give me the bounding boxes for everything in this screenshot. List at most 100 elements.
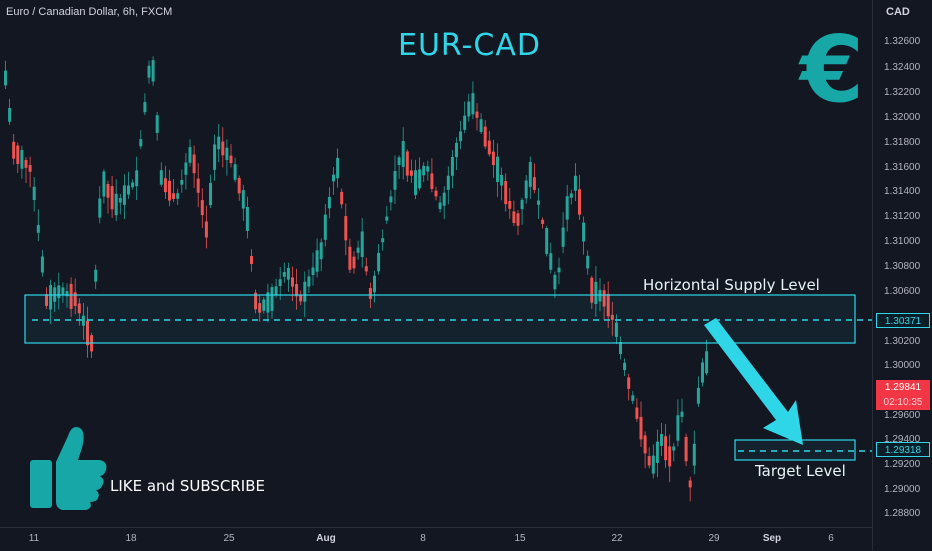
candle-body <box>471 93 475 115</box>
candle-body <box>614 322 618 337</box>
candle-body <box>434 190 438 197</box>
candle-body <box>582 222 586 242</box>
time-tick: 18 <box>125 533 137 544</box>
candle-body <box>532 177 536 190</box>
time-tick: 22 <box>611 533 623 544</box>
time-tick: Aug <box>316 533 336 544</box>
candle-body <box>184 162 188 175</box>
candle-body <box>598 289 602 302</box>
candle-body <box>455 142 458 158</box>
euro-icon: € <box>800 16 865 123</box>
candle-body <box>229 155 233 164</box>
bar-countdown-badge: 02:10:35 <box>876 395 930 410</box>
candle-body <box>553 274 557 290</box>
candle-body <box>147 65 151 78</box>
candle-body <box>537 200 540 205</box>
candle-body <box>672 446 676 451</box>
candle-body <box>606 293 610 317</box>
candle-body <box>192 154 196 174</box>
candle-body <box>303 281 307 302</box>
candle-body <box>24 159 28 168</box>
candle-body <box>16 145 20 165</box>
candle-body <box>323 214 327 240</box>
candle-body <box>332 174 335 182</box>
time-tick: 11 <box>28 533 40 544</box>
candle-body <box>282 272 286 277</box>
candle-body <box>578 189 581 215</box>
candle-body <box>49 285 53 310</box>
candle-body <box>81 315 85 326</box>
price-tick: 1.29000 <box>884 484 921 495</box>
candle-body <box>20 149 24 169</box>
candle-body <box>479 119 483 132</box>
candle-body <box>373 275 376 293</box>
candle-body <box>45 294 48 306</box>
candle-body <box>102 171 106 197</box>
candle-body <box>487 140 491 155</box>
candle-body <box>291 277 294 287</box>
candle-body <box>77 303 81 314</box>
candle-body <box>463 115 467 130</box>
candle-body <box>106 183 110 198</box>
supply-level-label: Horizontal Supply Level <box>643 276 820 294</box>
like-subscribe-label: LIKE and SUBSCRIBE <box>110 477 265 495</box>
time-tick: Sep <box>762 533 782 544</box>
candle-body <box>512 211 516 223</box>
candle-body <box>57 285 61 299</box>
time-tick: 25 <box>223 533 235 544</box>
current-price-badge: 1.29841 <box>876 380 930 395</box>
candle-body <box>237 178 241 194</box>
candle-body <box>631 395 635 401</box>
candle-body <box>385 216 389 221</box>
candle-body <box>110 186 114 210</box>
candle-body <box>336 157 340 179</box>
candle-body <box>627 377 631 389</box>
currency-label: CAD <box>886 6 910 18</box>
candle-body <box>524 180 528 199</box>
candle-body <box>135 170 139 187</box>
supply-zone[interactable] <box>24 294 856 344</box>
candle-body <box>446 175 450 190</box>
chart-area[interactable] <box>0 0 872 527</box>
price-axis[interactable] <box>872 0 932 550</box>
candle-body <box>245 207 249 231</box>
candle-body <box>594 281 598 305</box>
price-tick: 1.30000 <box>884 360 921 371</box>
candle-body <box>684 436 688 462</box>
candle-body <box>676 415 680 441</box>
candle-body <box>241 190 245 209</box>
price-tick: 1.29200 <box>884 459 921 470</box>
candle-body <box>118 197 122 203</box>
pair-title: EUR-CAD <box>398 28 541 63</box>
candle-body <box>143 102 147 113</box>
candle-body <box>467 101 471 117</box>
time-axis[interactable] <box>0 527 872 551</box>
candle-body <box>409 170 413 176</box>
candle-body <box>655 441 659 463</box>
target-price-badge: 1.29318 <box>876 442 930 457</box>
candle-body <box>254 292 258 310</box>
candle-body <box>266 292 270 313</box>
candle-body <box>278 279 282 286</box>
candle-body <box>573 175 577 191</box>
price-tick: 1.31600 <box>884 162 921 173</box>
time-tick: 15 <box>514 533 526 544</box>
candle-body <box>86 320 89 346</box>
price-tick: 1.32200 <box>884 87 921 98</box>
symbol-title[interactable]: Euro / Canadian Dollar, 6h, FXCM <box>6 6 173 18</box>
target-zone[interactable] <box>734 439 856 461</box>
candle-body <box>311 267 315 276</box>
candle-body <box>348 246 352 270</box>
candle-body <box>114 193 118 216</box>
candle-body <box>491 151 495 166</box>
candle-body <box>516 213 520 226</box>
candle-body <box>590 277 594 303</box>
price-tick: 1.29400 <box>884 434 921 445</box>
price-tick: 1.30800 <box>884 261 921 272</box>
candle-body <box>36 225 40 233</box>
candle-body <box>520 199 524 210</box>
candle-body <box>307 276 311 287</box>
candle-body <box>500 174 504 186</box>
candle-body <box>61 287 65 295</box>
candle-body <box>368 288 372 299</box>
